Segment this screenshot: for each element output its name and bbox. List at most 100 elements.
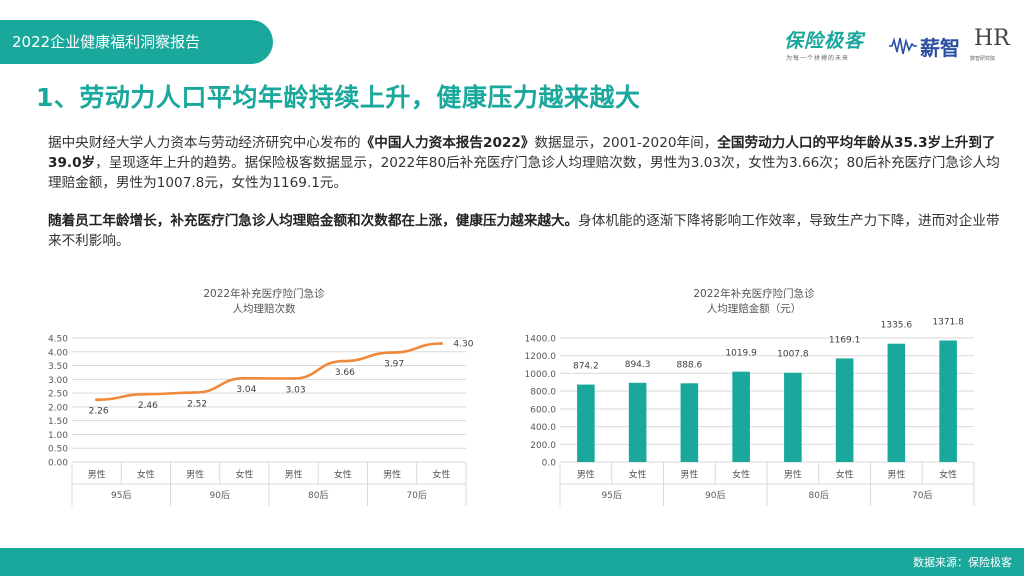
data-label: 3.03 <box>286 386 306 396</box>
x-tick-label: 男性 <box>88 469 106 481</box>
data-point <box>292 377 296 381</box>
y-tick-label: 4.50 <box>48 335 68 345</box>
page-headline: 1、劳动力人口平均年龄持续上升，健康压力越来越大 <box>36 83 641 112</box>
data-label: 1007.8 <box>777 350 809 360</box>
paragraph-2-bold-1: 随着员工年龄增长，补充医疗门急诊人均理赔金额和次数都在上涨，健康压力越来越大。 <box>48 213 579 229</box>
line-chart-svg: 0.00 0.50 1.00 1.50 2.00 2.50 3.00 3.50 4.00 4.50… <box>48 335 474 506</box>
hr-logo-sub: 数智研究院 <box>970 56 996 62</box>
paragraph-2-text-1: 身体机能的逐渐下降将影响工作效率，导致生产力下降，进而对企业带来不利影响。 <box>48 213 1000 249</box>
data-label: 1371.8 <box>932 317 964 327</box>
data-point <box>144 392 148 396</box>
y-tick-label: 2.50 <box>48 390 68 400</box>
claims-amount-bar-chart: 2022年补充医疗险门急诊 人均理赔金额（元） 0.0 200.0 400.0 600… <box>524 284 984 514</box>
bar <box>939 340 957 462</box>
paragraph-1-bold-2: 全国劳动力人口的平均年龄从35.3岁上升到了39.0岁 <box>48 135 996 171</box>
y-tick-label: 0.50 <box>48 445 68 455</box>
chart-title-line2: 人均理赔次数 <box>232 303 296 315</box>
claims-count-line-chart: 2022年补充医疗险门急诊 人均理赔次数 0.00 0.50 1.00 1.50 2.0… <box>34 284 494 514</box>
x-tick-label: 男性 <box>887 469 905 481</box>
y-tick-label: 1000.0 <box>525 370 557 380</box>
data-label: 3.97 <box>384 360 404 370</box>
bar <box>835 358 854 462</box>
x-tick-label: 女性 <box>836 469 854 481</box>
group-label: 95后 <box>111 490 131 501</box>
x-tick-label: 女性 <box>432 469 450 481</box>
y-tick-label: 0.00 <box>48 459 68 469</box>
group-label: 95后 <box>602 490 622 501</box>
y-tick-label: 0.0 <box>542 459 557 469</box>
y-tick-label: 2.00 <box>48 403 68 413</box>
paragraph-1-bold-1: 《中国人力资本报告2022》 <box>360 135 535 151</box>
paragraph-2: 随着员工年龄增长，补充医疗门急诊人均理赔金额和次数都在上涨，健康压力越来越大。身… <box>48 211 1008 251</box>
y-tick-label: 1.00 <box>48 431 68 441</box>
y-tick-label: 3.00 <box>48 376 68 386</box>
y-tick-label: 400.0 <box>530 423 556 433</box>
data-point <box>95 398 99 402</box>
x-tick-label: 女性 <box>939 469 957 481</box>
chart-title-line1: 2022年补充医疗险门急诊 <box>693 288 815 300</box>
paragraph-1-text-1: 据中央财经大学人力资本与劳动经济研究中心发布的 <box>48 135 361 151</box>
waveform-icon <box>889 37 917 55</box>
bar-chart-svg: 0.0 200.0 400.0 600.0 800.0 1000.0 1200.0 1400.… <box>525 317 975 506</box>
x-tick-label: 女性 <box>732 469 750 481</box>
xinzhi-logo-name: 薪智 <box>920 35 960 60</box>
data-label: 1019.9 <box>725 349 757 359</box>
baoxianjike-logo-name: 保险极客 <box>784 30 865 52</box>
data-label: 4.30 <box>453 340 473 350</box>
data-point <box>193 391 197 395</box>
data-point <box>341 359 345 363</box>
data-label: 1335.6 <box>881 321 913 331</box>
data-point <box>439 342 443 346</box>
data-point <box>390 351 394 355</box>
report-title: 2022企业健康福利洞察报告 <box>12 33 201 51</box>
series-line <box>95 342 443 402</box>
hr-logo-name: HR <box>974 26 1010 51</box>
y-tick-label: 1200.0 <box>525 352 557 362</box>
x-tick-label: 女性 <box>235 469 253 481</box>
bar <box>887 343 906 462</box>
y-tick-label: 1.50 <box>48 417 68 427</box>
y-tick-label: 1400.0 <box>525 335 557 345</box>
group-label: 70后 <box>912 490 932 501</box>
x-tick-label: 男性 <box>577 469 595 481</box>
chart-title-line1: 2022年补充医疗险门急诊 <box>203 288 325 300</box>
data-label: 874.2 <box>573 362 599 372</box>
y-tick-label: 800.0 <box>530 388 556 398</box>
data-label: 1169.1 <box>829 335 861 345</box>
x-tick-label: 女性 <box>334 469 352 481</box>
x-tick-label: 男性 <box>784 469 802 481</box>
bar <box>577 384 595 462</box>
group-label: 70后 <box>407 490 427 501</box>
footer-bar: 数据来源：保险极客 <box>0 548 1024 576</box>
data-point <box>242 376 246 380</box>
x-tick-label: 男性 <box>680 469 698 481</box>
x-tick-label: 男性 <box>186 469 204 481</box>
group-label: 80后 <box>308 490 328 501</box>
baoxianjike-logo-tagline: 为每一个拼搏的未来 <box>786 55 850 62</box>
report-title-tab: 2022企业健康福利洞察报告 <box>0 20 273 64</box>
xinzhi-logo: 薪智 <box>888 32 960 61</box>
data-label: 3.04 <box>236 385 256 395</box>
x-tick-label: 男性 <box>383 469 401 481</box>
y-tick-label: 600.0 <box>530 405 556 415</box>
x-tick-label: 女性 <box>629 469 647 481</box>
chart-title-line2: 人均理赔金额（元） <box>706 303 802 315</box>
data-label: 2.46 <box>138 401 158 411</box>
paragraph-1-text-3: ，呈现逐年上升的趋势。据保险极客数据显示，2022年80后补充医疗门急诊人均理赔… <box>48 155 1000 191</box>
logo-bar: 保险极客 为每一个拼搏的未来 薪智 HR 数智研究院 <box>784 26 1010 66</box>
group-label: 90后 <box>705 490 725 501</box>
data-label: 888.6 <box>676 360 702 370</box>
x-tick-label: 男性 <box>285 469 303 481</box>
hr-logo: HR 数智研究院 <box>970 26 1010 66</box>
bar <box>784 372 802 462</box>
data-label: 894.3 <box>625 360 651 370</box>
paragraph-1: 据中央财经大学人力资本与劳动经济研究中心发布的《中国人力资本报告2022》数据显… <box>48 133 1008 193</box>
data-label: 3.66 <box>335 368 355 378</box>
y-tick-label: 4.00 <box>48 348 68 358</box>
data-label: 2.52 <box>187 400 207 410</box>
y-tick-label: 200.0 <box>530 441 556 451</box>
data-label: 2.26 <box>89 407 109 417</box>
baoxianjike-logo: 保险极客 为每一个拼搏的未来 <box>784 26 880 66</box>
data-source: 数据来源：保险极客 <box>913 556 1012 569</box>
paragraph-1-text-2: 数据显示，2001-2020年间， <box>534 135 718 151</box>
